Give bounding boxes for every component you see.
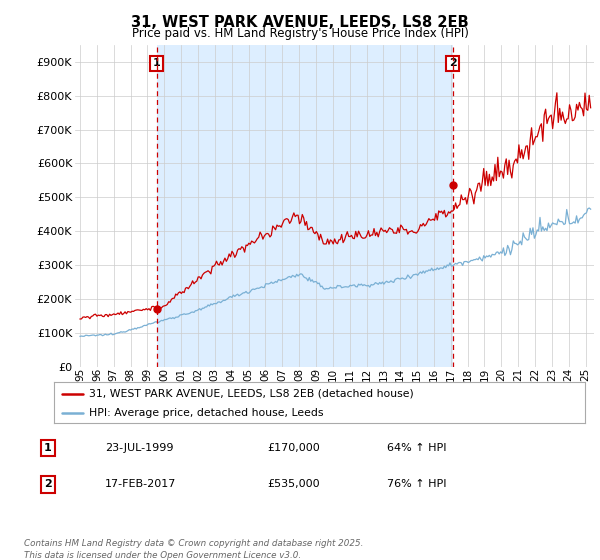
Text: 1: 1 bbox=[44, 443, 52, 453]
Text: 2: 2 bbox=[449, 58, 457, 68]
Text: 64% ↑ HPI: 64% ↑ HPI bbox=[387, 443, 446, 453]
Text: 76% ↑ HPI: 76% ↑ HPI bbox=[387, 479, 446, 489]
Text: £170,000: £170,000 bbox=[267, 443, 320, 453]
Text: 31, WEST PARK AVENUE, LEEDS, LS8 2EB: 31, WEST PARK AVENUE, LEEDS, LS8 2EB bbox=[131, 15, 469, 30]
Bar bbox=[157, 45, 453, 367]
Text: HPI: Average price, detached house, Leeds: HPI: Average price, detached house, Leed… bbox=[89, 408, 323, 418]
Text: 23-JUL-1999: 23-JUL-1999 bbox=[105, 443, 173, 453]
Text: Contains HM Land Registry data © Crown copyright and database right 2025.
This d: Contains HM Land Registry data © Crown c… bbox=[24, 539, 364, 559]
Text: 31, WEST PARK AVENUE, LEEDS, LS8 2EB (detached house): 31, WEST PARK AVENUE, LEEDS, LS8 2EB (de… bbox=[89, 389, 413, 399]
Text: Price paid vs. HM Land Registry's House Price Index (HPI): Price paid vs. HM Land Registry's House … bbox=[131, 27, 469, 40]
Text: £535,000: £535,000 bbox=[267, 479, 320, 489]
Text: 17-FEB-2017: 17-FEB-2017 bbox=[105, 479, 176, 489]
Text: 2: 2 bbox=[44, 479, 52, 489]
Text: 1: 1 bbox=[153, 58, 161, 68]
